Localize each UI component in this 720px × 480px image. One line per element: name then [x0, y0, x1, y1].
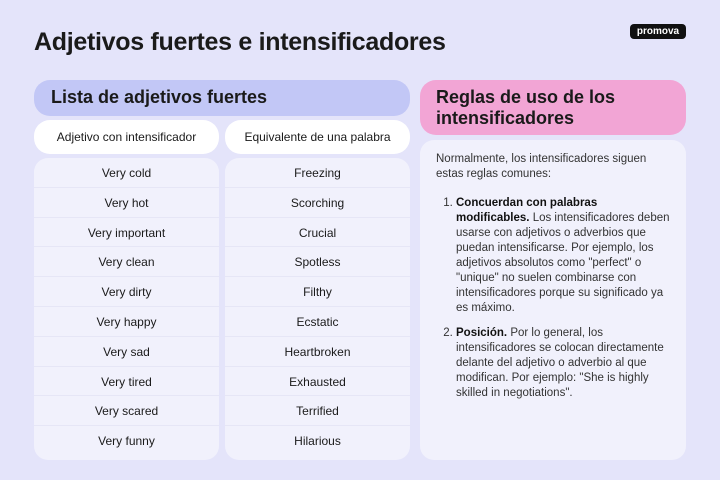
rules-list: Concuerdan con palabras modificables. Lo… [436, 196, 670, 401]
column-header-intensified: Adjetivo con intensificador [34, 120, 219, 154]
intensified-adjective-cell: Very happy [34, 307, 219, 337]
equivalent-adjective-cell: Terrified [225, 396, 410, 427]
rule-title: Concuerdan con palabras modificables. [456, 197, 598, 224]
intensified-adjective-cell: Very cold [34, 158, 219, 188]
equivalent-adjective-cell: Ecstatic [225, 307, 410, 337]
intensified-adjective-cell: Very tired [34, 367, 219, 397]
promova-logo: promova [630, 24, 686, 39]
rules-header: Reglas de uso de los intensificadores [420, 80, 686, 135]
intensified-adjective-cell: Very dirty [34, 277, 219, 307]
rule-text: Por lo general, los intensificadores se … [456, 327, 664, 399]
equivalent-column: Freezing Scorching Crucial Spotless Filthy Ec… [225, 158, 410, 460]
intensified-adjective-cell: Very scared [34, 396, 219, 427]
rule-item: Posición. Por lo general, los intensific… [456, 326, 670, 401]
adjectives-list-header: Lista de adjetivos fuertes [34, 80, 410, 116]
intensified-adjective-cell: Very sad [34, 337, 219, 367]
intensified-adjective-cell: Very funny [98, 434, 155, 449]
intensified-column: Very cold Very hot Very important Very clea… [34, 158, 219, 460]
equivalent-adjective-cell: Spotless [225, 247, 410, 278]
rule-text: Los intensificadores deben usarse con ad… [456, 212, 670, 314]
equivalent-adjective-cell: Freezing [225, 158, 410, 188]
equivalent-adjective-cell: Exhausted [225, 367, 410, 397]
column-header-equivalent: Equivalente de una palabra [225, 120, 410, 154]
equivalent-adjective-cell: Heartbroken [225, 337, 410, 367]
rule-title: Posición. [456, 327, 508, 339]
equivalent-adjective-cell: Hilarious [294, 434, 341, 449]
rules-intro: Normalmente, los intensificadores siguen… [436, 153, 647, 180]
equivalent-adjective-cell: Scorching [225, 188, 410, 218]
intensified-adjective-cell: Very important [34, 218, 219, 248]
page-title: Adjetivos fuertes e intensificadores [34, 28, 446, 56]
equivalent-adjective-cell: Crucial [225, 218, 410, 248]
intensified-adjective-cell: Very clean [34, 247, 219, 278]
rule-item: Concuerdan con palabras modificables. Lo… [456, 196, 670, 316]
equivalent-adjective-cell: Filthy [225, 277, 410, 307]
rules-panel: Normalmente, los intensificadores siguen… [420, 140, 686, 460]
intensified-adjective-cell: Very hot [34, 188, 219, 218]
